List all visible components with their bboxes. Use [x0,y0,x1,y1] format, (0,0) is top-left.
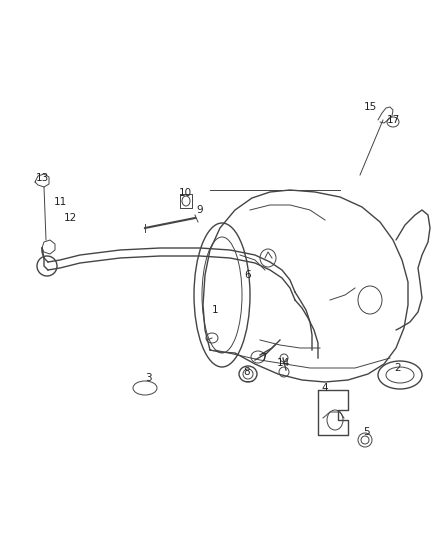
Text: 1: 1 [212,305,218,315]
Text: 11: 11 [53,197,67,207]
Text: 12: 12 [64,213,77,223]
Text: 3: 3 [145,373,151,383]
Text: 8: 8 [244,367,250,377]
Text: 5: 5 [363,427,369,437]
Text: 10: 10 [178,188,191,198]
Text: 4: 4 [321,383,328,393]
Text: 2: 2 [395,363,401,373]
Text: 7: 7 [260,353,266,363]
Text: 9: 9 [197,205,203,215]
Text: 13: 13 [35,173,49,183]
Text: 15: 15 [364,102,377,112]
Text: 6: 6 [245,270,251,280]
Text: 14: 14 [276,358,290,368]
Text: 17: 17 [386,115,399,125]
